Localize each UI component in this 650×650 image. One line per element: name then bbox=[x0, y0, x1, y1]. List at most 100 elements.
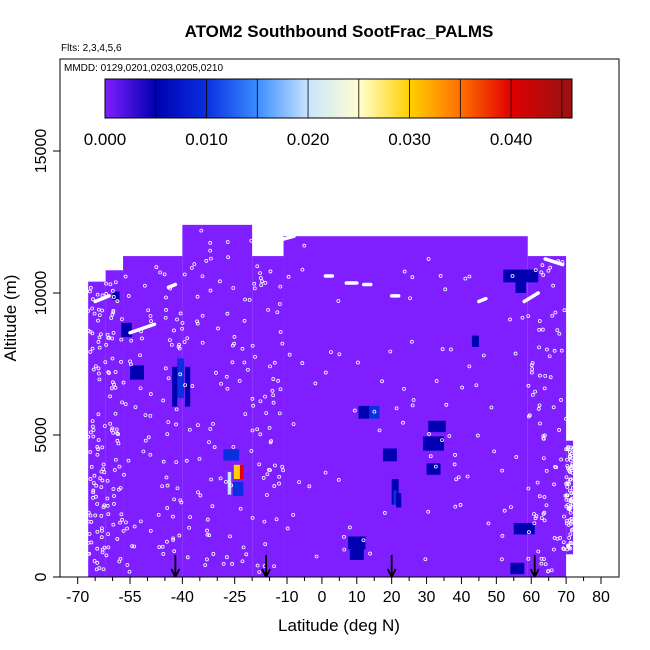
sample-point bbox=[178, 372, 183, 377]
sample-point bbox=[138, 519, 143, 524]
x-tick-label: 0 bbox=[317, 589, 326, 606]
sample-point bbox=[402, 269, 407, 274]
sample-point bbox=[92, 311, 97, 316]
flight-arrow bbox=[529, 555, 540, 577]
sample-point bbox=[97, 335, 102, 340]
sample-point bbox=[196, 490, 200, 495]
sample-point bbox=[157, 545, 162, 550]
sample-point bbox=[541, 456, 546, 461]
sample-point bbox=[567, 506, 572, 511]
sample-point bbox=[263, 542, 268, 547]
sample-point bbox=[99, 513, 104, 518]
sample-point bbox=[112, 468, 117, 472]
sample-point bbox=[541, 434, 546, 438]
sample-point bbox=[121, 528, 126, 533]
sample-point bbox=[307, 484, 312, 489]
sample-point bbox=[98, 332, 103, 337]
sample-point bbox=[225, 240, 230, 244]
sample-point bbox=[566, 503, 570, 507]
sample-point bbox=[96, 412, 101, 417]
sample-point bbox=[255, 264, 260, 269]
sample-point bbox=[539, 270, 544, 275]
flight-track bbox=[522, 291, 540, 304]
sample-point bbox=[172, 328, 176, 333]
sample-point bbox=[541, 273, 546, 277]
sample-point bbox=[426, 257, 431, 261]
sample-point bbox=[533, 389, 538, 394]
heatmap-cell bbox=[358, 405, 370, 419]
sample-point bbox=[183, 383, 188, 388]
heatmap-cell bbox=[515, 281, 526, 293]
sample-point bbox=[124, 520, 128, 525]
sample-point bbox=[449, 347, 453, 352]
sample-point bbox=[195, 423, 200, 428]
sample-point bbox=[101, 462, 106, 467]
sample-point bbox=[567, 467, 571, 472]
sample-point bbox=[209, 477, 214, 482]
x-tick-label: -40 bbox=[171, 589, 194, 606]
sample-point bbox=[109, 386, 114, 391]
sample-point bbox=[101, 467, 106, 471]
sample-point bbox=[91, 428, 96, 432]
sample-point bbox=[180, 326, 185, 331]
heatmap-cell bbox=[510, 562, 525, 575]
sample-point bbox=[453, 504, 458, 509]
sample-point bbox=[258, 271, 262, 276]
sample-point bbox=[426, 509, 431, 514]
sample-point bbox=[548, 375, 553, 380]
sample-point bbox=[546, 569, 550, 574]
sample-point bbox=[537, 345, 541, 350]
sample-point bbox=[119, 337, 124, 342]
x-tick-label: -70 bbox=[66, 589, 89, 606]
flight-track bbox=[543, 257, 565, 267]
sample-point bbox=[203, 563, 208, 568]
sample-point bbox=[164, 475, 169, 480]
sample-point bbox=[250, 397, 255, 401]
sample-point bbox=[88, 513, 93, 518]
flight-arrow bbox=[386, 555, 397, 577]
sample-point bbox=[90, 306, 95, 311]
sample-point bbox=[95, 292, 100, 297]
sample-point bbox=[116, 441, 121, 446]
sample-point bbox=[444, 402, 449, 407]
sample-point bbox=[195, 319, 199, 324]
sample-point bbox=[275, 310, 280, 315]
sample-point bbox=[87, 532, 92, 536]
sample-point bbox=[95, 529, 100, 534]
heatmap-cell bbox=[121, 322, 132, 338]
sample-point bbox=[569, 541, 574, 546]
sample-point bbox=[463, 276, 468, 281]
colorbar-segment bbox=[511, 79, 562, 118]
sample-point bbox=[86, 309, 91, 313]
sample-point bbox=[251, 403, 256, 408]
sample-point bbox=[200, 340, 205, 345]
sample-point bbox=[401, 420, 405, 425]
sample-point bbox=[106, 512, 111, 517]
heatmap-cell bbox=[503, 269, 539, 283]
sample-point bbox=[278, 387, 283, 392]
sample-point bbox=[161, 459, 166, 464]
sample-point bbox=[565, 464, 570, 468]
sample-point bbox=[174, 407, 179, 412]
sample-point bbox=[110, 356, 115, 361]
sample-point bbox=[94, 567, 99, 572]
sample-point bbox=[111, 295, 116, 299]
sample-point bbox=[408, 296, 412, 301]
heatmap-cell bbox=[369, 405, 380, 419]
sample-point bbox=[250, 515, 255, 520]
sample-point bbox=[537, 403, 542, 408]
sample-point bbox=[214, 370, 218, 375]
x-tick-label: 40 bbox=[453, 589, 471, 606]
sample-point bbox=[510, 274, 515, 278]
sample-point bbox=[492, 449, 497, 454]
sample-point bbox=[532, 521, 537, 526]
sample-point bbox=[163, 315, 168, 320]
sample-point bbox=[475, 433, 480, 438]
sample-point bbox=[96, 438, 101, 442]
sample-point bbox=[268, 269, 273, 274]
sample-point bbox=[160, 544, 165, 549]
y-tick-label: 15000 bbox=[33, 129, 50, 174]
colorbar-tick-label: 0.010 bbox=[185, 130, 228, 149]
sample-point bbox=[361, 538, 366, 543]
sample-point bbox=[126, 458, 131, 463]
